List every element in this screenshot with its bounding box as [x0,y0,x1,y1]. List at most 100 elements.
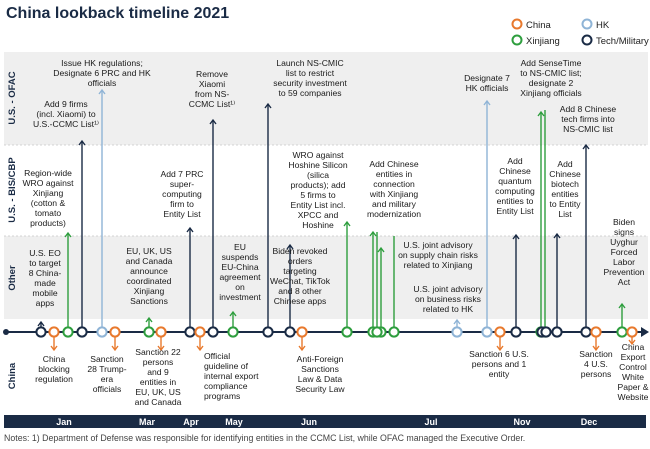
event-marker [551,326,563,338]
event-label: Sanction 4 U.S. persons [579,349,613,379]
event-label: Add Chinese entities in connection with Xin… [367,159,421,219]
event-arrowhead [343,220,351,227]
event-arrowhead [377,246,385,253]
month-label: Dec [581,417,598,427]
event-arrowhead [483,99,491,106]
event-label: WRO against Hoshine Silicon (silica product… [288,150,347,230]
month-label: May [225,417,243,427]
event-label: Issue HK regulations; Designate 6 PRC and… [53,58,151,88]
connector-lines [37,88,636,352]
event-label: Remove Xiaomi from NS-CCMC List¹⁾ [189,69,236,109]
event-marker [494,326,506,338]
footnote: Notes: 1) Department of Defense was resp… [4,433,525,443]
event-label: Add 9 firms (incl. Xiaomi) to U.S.-CCMC Li… [33,99,99,129]
month-label: Jan [56,417,72,427]
event-arrowhead [186,226,194,233]
event-label: Sanction 6 U.S. persons and 1 entity [469,349,529,379]
legend-marker-china [511,18,523,30]
event-marker [590,326,602,338]
event-arrowhead [496,345,504,352]
event-marker [48,326,60,338]
event-marker [155,326,167,338]
month-bar [4,415,646,428]
event-arrowhead [628,339,636,346]
event-arrowhead [592,345,600,352]
event-marker [296,326,308,338]
chart-title: China lookback timeline 2021 [6,5,229,22]
event-arrowhead [157,345,165,352]
event-marker [371,326,383,338]
event-marker [580,326,592,338]
event-marker [616,326,628,338]
event-marker [207,326,219,338]
event-label: Official guideline of internal export compl… [204,351,259,401]
timeline-arrow-head [641,327,649,337]
event-marker [262,326,274,338]
event-arrowhead [229,310,237,317]
legend-label-xinjiang: Xinjiang [526,36,560,47]
event-label: EU, UK, US and Canada announce coordinated X… [126,246,173,306]
event-arrowhead [111,345,119,352]
event-label: Sanction 22 persons and 9 entities in EU, UK… [135,347,182,407]
event-marker [109,326,121,338]
event-label: Sanction 28 Trump-era officials [87,354,126,394]
event-label: Anti-Foreign Sanctions Law & Data Security … [295,354,345,394]
event-marker [451,326,463,338]
event-arrowhead [98,88,106,95]
event-arrowhead [145,316,153,323]
event-labels: U.S. EO to target 8 China-made mobile apps Ch… [22,58,648,407]
month-label: Apr [183,417,199,427]
row-label-other: Other [7,265,18,291]
month-label: Mar [139,417,156,427]
event-marker [388,326,400,338]
event-marker [35,326,47,338]
event-marker [96,326,108,338]
event-marker [284,326,296,338]
event-marker [341,326,353,338]
event-arrowhead [37,320,45,327]
event-arrowhead [298,345,306,352]
event-label: Launch NS-CMIC list to restrict security i… [273,58,347,98]
event-label: China Export Control White Paper & Website [617,342,648,402]
event-marker [626,326,638,338]
event-marker [76,326,88,338]
event-arrowhead [209,118,217,125]
timeline-start-dot [3,329,9,335]
month-label: Nov [513,417,530,427]
event-label: Biden signs Uyghur Forced Labor Prevention Act [603,217,644,287]
event-arrowhead [78,139,86,146]
month-label: Jun [301,417,317,427]
event-arrowhead [286,243,294,250]
event-marker [184,326,196,338]
event-marker [194,326,206,338]
event-label: U.S. EO to target 8 China-made mobile apps [29,248,62,308]
legend-marker-tech [581,34,593,46]
legend-label-china: China [526,20,552,31]
row-label-bis: U.S. - BIS/CBP [7,157,18,223]
month-labels: Jan Mar Apr May Jun Jul Nov Dec [56,417,597,427]
event-marker [62,326,74,338]
event-label: Add 8 Chinese tech firms into NS-CMIC list [560,104,617,134]
row-label-ofac: U.S. - OFAC [7,71,18,124]
event-arrowhead [582,143,590,150]
event-marker [143,326,155,338]
event-label: EU suspends EU-China agreement on investment [219,242,261,302]
event-arrowhead [369,230,377,237]
event-label: Add SenseTime to NS-CMIC list; designate 2… [520,58,582,98]
event-arrowhead [264,102,272,109]
event-marker [510,326,522,338]
event-arrowhead [537,110,545,117]
event-label: Add Chinese biotech entities to Entity List [549,159,581,219]
legend: China HK Xinjiang Tech/Military [511,18,649,47]
event-label: U.S. joint advisory on supply chain risks… [398,240,478,270]
event-marker [540,326,552,338]
event-label: Designate 7 HK officials [464,73,510,93]
legend-marker-hk [581,18,593,30]
event-arrowhead [512,233,520,240]
legend-label-hk: HK [596,20,610,31]
event-markers [35,326,638,338]
event-label: Region-wide WRO against Xinjiang (cotton & t… [22,168,74,228]
event-arrowhead [64,231,72,238]
